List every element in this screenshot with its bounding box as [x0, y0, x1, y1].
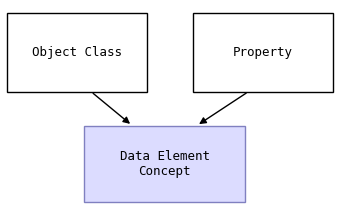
Bar [193, 13, 332, 92]
Text: Object Class: Object Class [32, 46, 122, 59]
Text: Property: Property [232, 46, 293, 59]
Text: Data Element
Concept: Data Element Concept [119, 150, 210, 178]
Bar [7, 13, 147, 92]
Bar [84, 126, 245, 202]
